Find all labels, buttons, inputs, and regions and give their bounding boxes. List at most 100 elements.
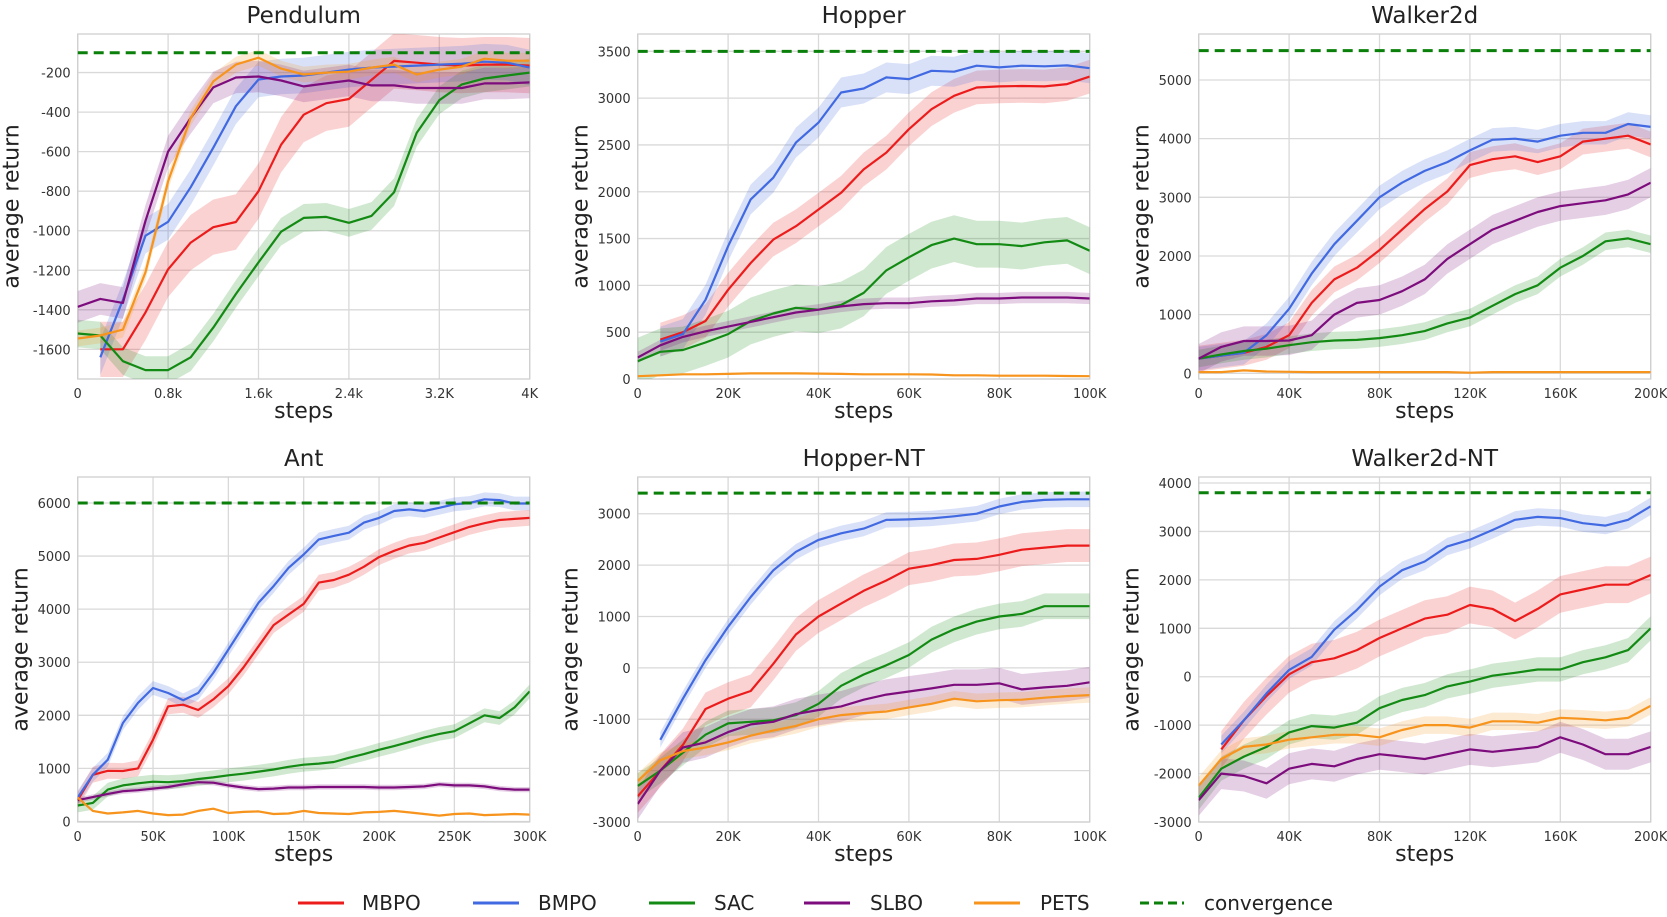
mbpo-line: [1220, 573, 1651, 751]
subplot-title: Walker2d-NT: [1351, 446, 1499, 472]
y-axis-label: average return: [559, 567, 584, 731]
legend-label: BMPO: [538, 891, 597, 915]
legend-label: MBPO: [362, 891, 421, 915]
x-tick-label: 0: [74, 830, 82, 845]
y-tick-label: 0: [622, 662, 630, 677]
legend-item-convergence: convergence: [1140, 891, 1333, 915]
legend: MBPO BMPO SAC SLBO PETS convergence: [298, 891, 1333, 915]
y-tick-label: -3000: [593, 816, 631, 831]
x-tick-label: 160K: [1544, 387, 1578, 402]
y-tick-label: 3000: [1159, 525, 1192, 540]
sac-band: [637, 215, 1090, 379]
bmpo-band: [100, 43, 530, 375]
x-tick-label: 40K: [806, 387, 832, 402]
x-tick-label: 80K: [1367, 387, 1393, 402]
pets-line: [1198, 369, 1651, 374]
x-tick-label: 80K: [1367, 830, 1393, 845]
subplot-title: Walker2d: [1371, 3, 1478, 29]
y-tick-label: -1400: [33, 304, 71, 319]
bmpo-line: [1220, 505, 1651, 746]
y-tick-label: -2000: [593, 765, 631, 780]
axes-frame: [77, 476, 531, 823]
x-tick-label: 300K: [513, 830, 547, 845]
y-axis-label: average return: [1120, 567, 1145, 731]
pets-line: [637, 372, 1090, 378]
mbpo-band: [100, 34, 530, 377]
bmpo-line: [659, 64, 1090, 343]
mbpo-line: [637, 544, 1090, 798]
y-tick-label: -1000: [33, 225, 71, 240]
bmpo-line: [1198, 122, 1651, 360]
y-tick-label: 0: [62, 815, 70, 830]
y-tick-label: 5000: [38, 550, 71, 565]
legend-item-slbo: SLBO: [804, 891, 923, 915]
plot-marks: [637, 49, 1090, 379]
y-tick-label: 2000: [598, 559, 631, 574]
bmpo-band: [1221, 497, 1651, 754]
slbo-line: [77, 781, 530, 802]
x-tick-label: 120K: [1453, 830, 1487, 845]
x-axis-label: steps: [274, 399, 333, 424]
subplot-walker2d: 0 40K 80K 120K 160K 200K 0 1000 2000 3000 4000 5000…: [1130, 3, 1667, 424]
y-tick-label: -2000: [1154, 768, 1192, 783]
y-axis-label: average return: [0, 124, 25, 288]
legend-item-sac: SAC: [649, 891, 754, 915]
mbpo-band: [637, 529, 1090, 813]
x-tick-label: 250K: [438, 830, 472, 845]
slbo-line: [637, 296, 1090, 359]
mbpo-band: [1198, 122, 1651, 372]
x-tick-label: 3.2K: [425, 387, 455, 402]
sac-line: [77, 690, 530, 807]
y-tick-label: -800: [41, 185, 71, 200]
y-tick-label: 3000: [598, 508, 631, 523]
y-tick-label: -1600: [33, 343, 71, 358]
plot-area: [77, 34, 530, 379]
plot-marks: [1198, 491, 1651, 816]
x-tick-label: 0: [74, 387, 82, 402]
y-tick-label: 3000: [1159, 191, 1192, 206]
legend-label: convergence: [1204, 891, 1333, 915]
y-tick-label: 2000: [1159, 574, 1192, 589]
subplot-walker2d-nt: 0 40K 80K 120K 160K 200K -3000 -2000 -1000 0 1000 2…: [1120, 446, 1667, 867]
x-axis-label: steps: [834, 842, 893, 867]
legend-label: SAC: [714, 891, 754, 915]
y-tick-label: -600: [41, 146, 71, 161]
y-tick-label: -1000: [593, 713, 631, 728]
slbo-band: [1198, 721, 1651, 816]
mbpo-band: [77, 509, 530, 809]
slbo-line: [637, 681, 1090, 805]
x-tick-label: 20K: [716, 387, 742, 402]
plot-marks: [77, 492, 530, 817]
x-axis-label: steps: [1395, 399, 1454, 424]
x-tick-label: 60K: [896, 387, 922, 402]
legend-item-bmpo: BMPO: [473, 891, 597, 915]
x-tick-label: 80K: [987, 387, 1013, 402]
subplot-title: Hopper-NT: [803, 446, 926, 472]
y-tick-label: 500: [606, 326, 631, 341]
y-axis-label: average return: [569, 124, 594, 288]
bmpo-band: [660, 50, 1090, 357]
pets-band: [1198, 697, 1651, 795]
x-tick-label: 50K: [140, 830, 166, 845]
bmpo-line: [659, 498, 1090, 741]
y-axis-label: average return: [1130, 124, 1155, 288]
y-tick-label: 0: [1183, 367, 1191, 382]
slbo-line: [1198, 181, 1651, 360]
subplot-title: Hopper: [822, 3, 907, 29]
slbo-line: [1198, 736, 1651, 801]
y-tick-label: 0: [622, 373, 630, 388]
plot-area: [1198, 34, 1651, 379]
y-tick-label: 2500: [598, 139, 631, 154]
x-tick-label: 100K: [212, 830, 246, 845]
plot-area: [1198, 477, 1651, 822]
legend-item-mbpo: MBPO: [298, 891, 421, 915]
sac-band: [637, 593, 1090, 799]
mbpo-line: [77, 516, 530, 801]
slbo-band: [1198, 168, 1651, 374]
plot-marks: [637, 491, 1090, 820]
y-tick-label: -200: [41, 67, 71, 82]
subplot-hopper-nt: 0 20K 40K 60K 80K 100K -3000 -2000 -1000 0 1000 200…: [559, 446, 1107, 867]
y-tick-label: -400: [41, 106, 71, 121]
legend-label: PETS: [1040, 891, 1090, 915]
x-tick-label: 0: [1195, 387, 1203, 402]
